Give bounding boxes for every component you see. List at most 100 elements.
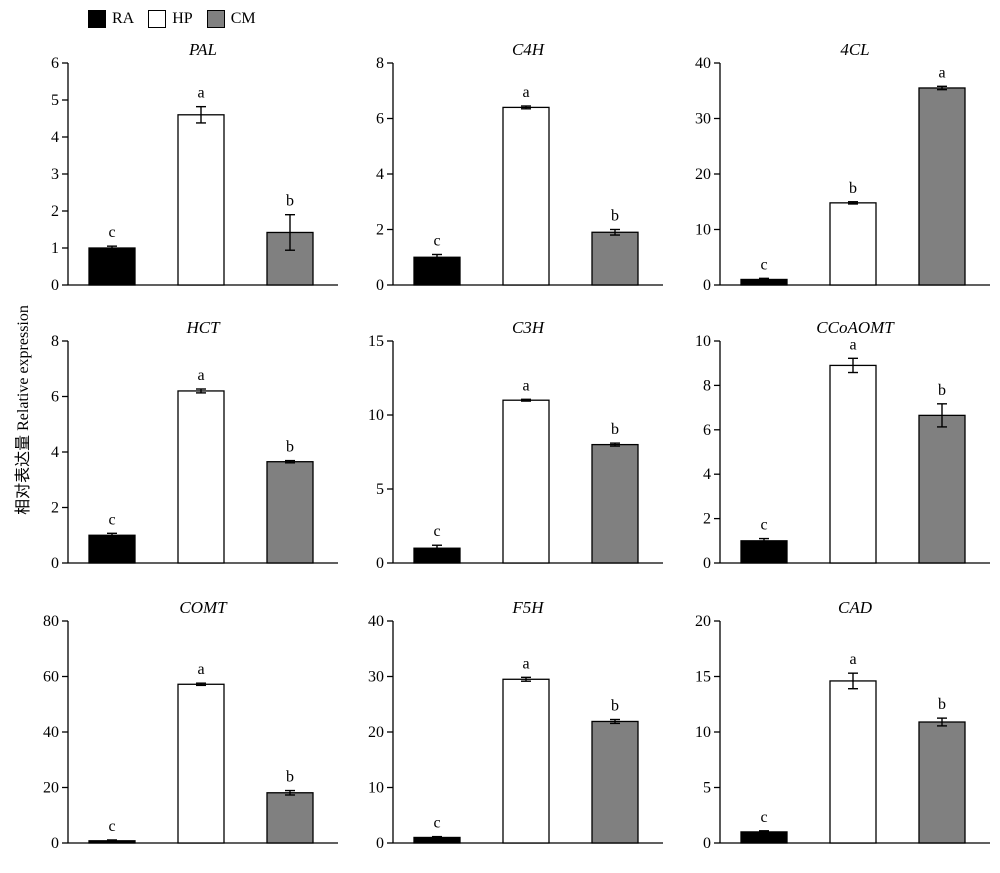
chart-8-y-tick-label-4: 40 [368,613,384,630]
chart-2-bar-cm [591,231,639,286]
chart-3-y-tick-label-3: 30 [695,111,711,128]
chart-3-y-tick-label-0: 0 [703,277,711,294]
chart-2-title: C4H [512,40,546,59]
chart-1-y-tick-label-5: 5 [51,92,59,109]
chart-3-bar-cm [918,87,966,286]
chart-4-sig-label-cm: b [286,439,294,456]
chart-4-title: HCT [185,318,221,337]
chart-1-bar-ra [88,247,136,286]
chart-7-sig-label-hp: a [197,661,204,678]
chart-7-y-tick-label-2: 40 [43,724,59,741]
chart-1-sig-label-cm: b [286,193,294,210]
chart-6-sig-label-cm: b [938,382,946,399]
chart-2-sig-label-ra: c [433,232,440,249]
chart-2-y-tick-label-3: 6 [376,111,384,128]
chart-4-sig-label-ra: c [108,511,115,528]
chart-3-y-tick-label-1: 10 [695,222,711,239]
chart-8-y-tick-label-1: 10 [368,780,384,797]
chart-4-bar-cm [266,461,314,564]
chart-5-y-tick-label-2: 10 [368,407,384,424]
chart-8-sig-label-ra: c [433,815,440,832]
chart-7-bar-cm [266,792,314,844]
chart-5-y-tick-label-1: 5 [376,481,384,498]
chart-9-bar-cm [918,721,966,844]
chart-6-sig-label-ra: c [760,517,767,534]
chart-7-sig-label-cm: b [286,769,294,786]
chart-9-sig-label-hp: a [849,651,856,668]
chart-6-y-tick-label-4: 8 [703,377,711,394]
chart-5-sig-label-ra: c [433,523,440,540]
chart-7-y-tick-label-1: 20 [43,780,59,797]
chart-9-title: CAD [838,598,873,617]
chart-1-y-tick-label-2: 2 [51,203,59,220]
chart-3-bar-hp [829,202,877,286]
chart-7-y-tick-label-0: 0 [51,835,59,852]
chart-5-sig-label-hp: a [522,377,529,394]
chart-9-y-tick-label-2: 10 [695,724,711,741]
chart-9-y-tick-label-4: 20 [695,613,711,630]
legend-item-ra: RA [88,10,134,28]
legend-swatch-cm [206,10,225,28]
chart-1-y-tick-label-6: 6 [51,55,59,72]
chart-2-y-tick-label-0: 0 [376,277,384,294]
chart-9-y-tick-label-0: 0 [703,835,711,852]
chart-5-bar-cm [591,443,639,564]
chart-6-y-tick-label-1: 2 [703,511,711,528]
chart-1-y-tick-label-4: 4 [51,129,59,146]
chart-6-bar-ra [740,540,788,564]
legend-label-ra: RA [112,10,135,27]
chart-3-sig-label-hp: b [849,180,857,197]
chart-4-bar-hp [177,390,225,564]
chart-2-y-tick-label-1: 2 [376,222,384,239]
chart-4-bar-ra [88,534,136,564]
legend: RA HP CM [88,6,270,32]
chart-7-y-tick-label-3: 60 [43,669,59,686]
chart-8-sig-label-cm: b [611,698,619,715]
chart-3-sig-label-cm: a [938,64,945,81]
chart-1-y-tick-label-1: 1 [51,240,59,257]
chart-8-title: F5H [511,598,545,617]
chart-3-y-tick-label-4: 40 [695,55,711,72]
chart-1-sig-label-ra: c [108,224,115,241]
legend-swatch-ra [88,10,106,28]
legend-label-cm: CM [230,10,256,27]
legend-item-hp: HP [148,10,193,28]
chart-8-y-tick-label-0: 0 [376,835,384,852]
chart-4-y-tick-label-4: 8 [51,333,59,350]
chart-1-bar-hp [177,114,225,286]
chart-4-y-tick-label-1: 2 [51,500,59,517]
chart-1-y-tick-label-0: 0 [51,277,59,294]
legend-item-cm: CM [206,10,256,28]
chart-2-bar-hp [502,106,550,286]
chart-6-bar-cm [918,414,966,564]
chart-6-title: CCoAOMT [816,318,895,337]
chart-9-sig-label-ra: c [760,809,767,826]
chart-3-y-tick-label-2: 20 [695,166,711,183]
chart-5-bar-hp [502,399,550,564]
chart-1-title: PAL [188,40,217,59]
chart-8-bar-cm [591,720,639,844]
chart-6-y-tick-label-3: 6 [703,422,711,439]
chart-1-y-tick-label-3: 3 [51,166,59,183]
chart-1-sig-label-hp: a [197,85,204,102]
chart-6-bar-hp [829,364,877,564]
chart-7-title: COMT [179,598,228,617]
chart-9-y-tick-label-3: 15 [695,669,711,686]
chart-7-y-tick-label-4: 80 [43,613,59,630]
chart-4-y-tick-label-0: 0 [51,555,59,572]
chart-7-sig-label-ra: c [108,818,115,835]
chart-2-y-tick-label-4: 8 [376,55,384,72]
chart-9-y-tick-label-1: 5 [703,780,711,797]
legend-label-hp: HP [172,10,193,27]
chart-5-sig-label-cm: b [611,421,619,438]
legend-swatch-hp [148,10,167,28]
chart-8-y-tick-label-3: 30 [368,669,384,686]
chart-2-bar-ra [413,256,461,286]
chart-6-y-tick-label-0: 0 [703,555,711,572]
chart-8-bar-hp [502,678,550,844]
chart-5-y-tick-label-3: 15 [368,333,384,350]
chart-6-sig-label-hp: a [849,336,856,353]
chart-4-y-tick-label-2: 4 [51,444,59,461]
chart-5-y-tick-label-0: 0 [376,555,384,572]
